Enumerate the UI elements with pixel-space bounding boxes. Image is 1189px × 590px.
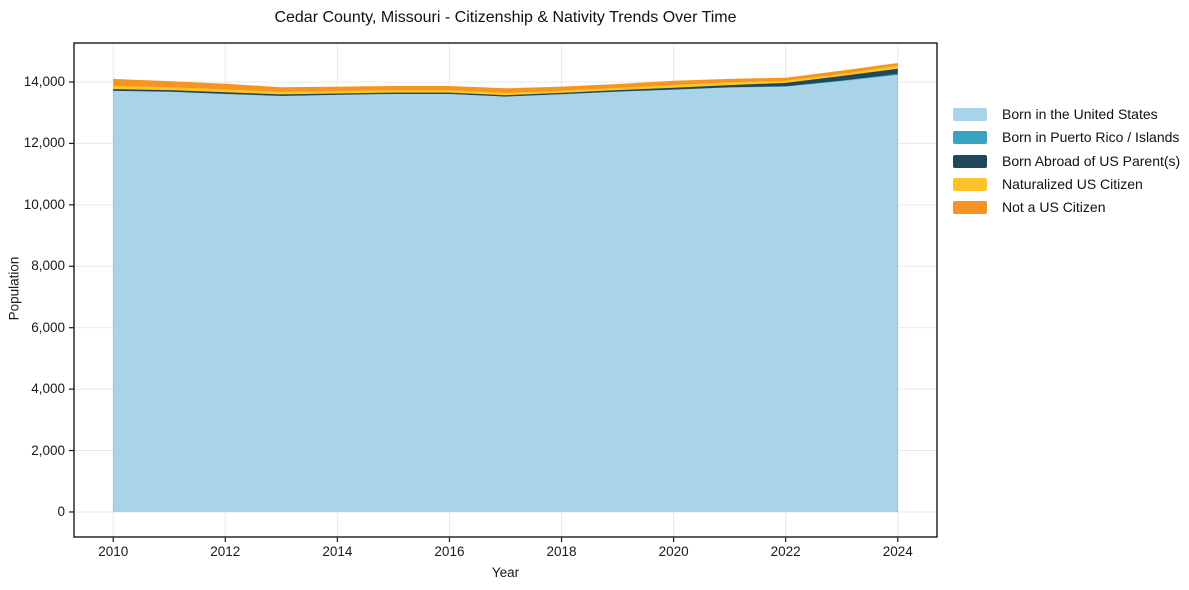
- axes-frame: [73, 42, 938, 538]
- y-tick-label: 6,000: [31, 319, 65, 335]
- y-tick-label: 12,000: [23, 135, 65, 151]
- legend-label: Naturalized US Citizen: [1002, 175, 1143, 192]
- x-tick-label: 2016: [434, 544, 465, 559]
- y-tick-label: 4,000: [31, 381, 65, 397]
- x-axis-label: Year: [491, 565, 520, 580]
- x-tick-label: 2012: [210, 544, 241, 559]
- x-tick-label: 2024: [882, 544, 913, 559]
- x-tick-label: 2018: [546, 544, 577, 559]
- legend-label: Born in the United States: [1002, 106, 1158, 122]
- legend-swatch: [953, 154, 987, 168]
- legend-swatch: [953, 177, 987, 191]
- y-tick-label: 8,000: [31, 258, 65, 274]
- y-tick-label: 14,000: [23, 74, 65, 89]
- x-tick-label: 2010: [98, 544, 129, 559]
- x-tick-label: 2022: [770, 544, 801, 559]
- chart-title: Cedar County, Missouri - Citizenship & N…: [274, 9, 737, 26]
- legend-swatch: [953, 201, 987, 214]
- y-tick-label: 2,000: [31, 442, 65, 458]
- legend-label: Born Abroad of US Parent(s): [1002, 152, 1181, 169]
- x-tick-label: 2020: [658, 544, 689, 559]
- legend-label: Not a US Citizen: [1002, 199, 1106, 215]
- y-tick-label: 10,000: [23, 196, 65, 212]
- area-series-1: [113, 74, 898, 513]
- legend-swatch: [953, 131, 987, 145]
- legend-label: Born in Puerto Rico / Islands: [1002, 129, 1180, 146]
- legend-swatch: [953, 108, 987, 121]
- x-tick-label: 2014: [322, 544, 353, 559]
- y-tick-label: 0: [57, 503, 65, 519]
